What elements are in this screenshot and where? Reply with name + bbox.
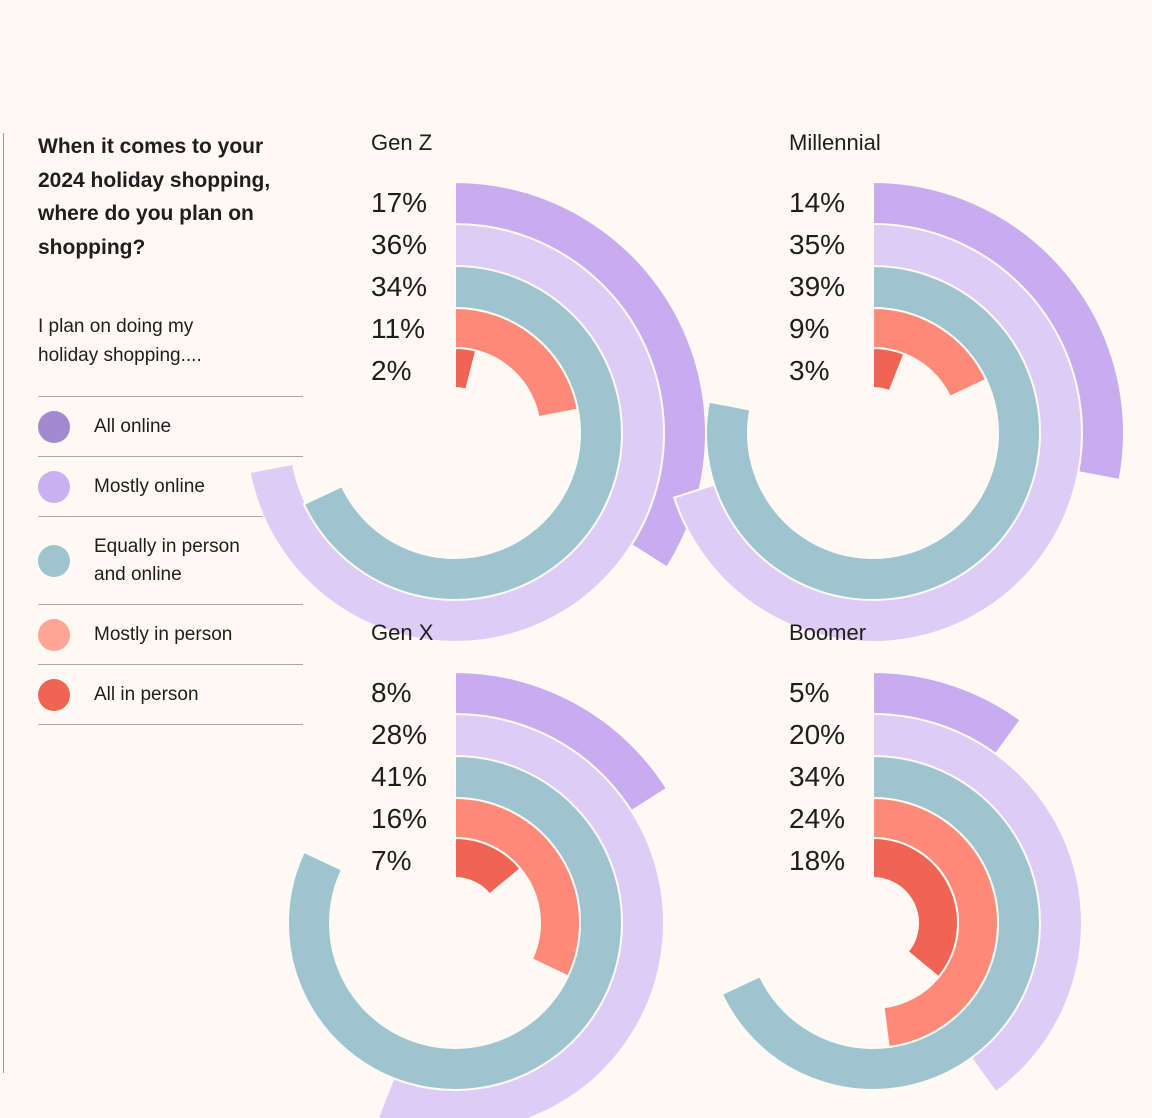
chart-title-millennial: Millennial	[789, 130, 881, 155]
question-heading: When it comes to your 2024 holiday shopp…	[38, 135, 271, 259]
data-label-millennial-1: 14%	[789, 187, 845, 218]
data-label-millennial-5: 3%	[789, 355, 829, 386]
legend-dot-icon	[38, 544, 70, 577]
legend-label: All online	[94, 415, 172, 437]
legend-item: All online	[38, 397, 303, 457]
bar-millennial-equally-in-person-and-online	[705, 264, 1041, 601]
legend-label: Mostly in person	[94, 623, 233, 645]
bar-gen-z-equally-in-person-and-online	[302, 264, 623, 601]
subtitle: I plan on doing my holiday shopping....	[38, 316, 202, 366]
legend-item: Equally in person and online	[38, 517, 303, 605]
data-label-gen-x-4: 16%	[371, 803, 427, 834]
data-label-millennial-2: 35%	[789, 229, 845, 260]
bar-gen-z-mostly-in-person	[454, 306, 579, 419]
chart-title-boomer: Boomer	[789, 620, 866, 645]
left-divider	[3, 133, 4, 1073]
legend-dot-icon	[38, 410, 70, 443]
data-label-millennial-4: 9%	[789, 313, 829, 344]
sidebar: When it comes to your 2024 holiday shopp…	[38, 130, 303, 725]
legend-label: Mostly online	[94, 475, 205, 497]
data-label-gen-x-2: 28%	[371, 719, 427, 750]
legend-item: All in person	[38, 665, 303, 725]
bar-gen-x-all-in-person	[454, 836, 522, 896]
legend-label: Equally in person and online	[94, 535, 240, 585]
data-label-gen-z-4: 11%	[371, 313, 425, 344]
legend: All online Mostly online Equally in pers…	[38, 396, 303, 725]
legend-item: Mostly in person	[38, 605, 303, 665]
chart-title-gen-x: Gen X	[371, 620, 434, 645]
bar-boomer-all-in-person	[872, 836, 959, 979]
chart-title-gen-z: Gen Z	[371, 130, 432, 155]
legend-dot-icon	[38, 470, 70, 503]
data-label-gen-x-5: 7%	[371, 845, 411, 876]
data-label-boomer-1: 5%	[789, 677, 829, 708]
bar-gen-z-all-in-person	[454, 346, 478, 391]
legend-dot-icon	[38, 678, 70, 711]
data-label-gen-x-1: 8%	[371, 677, 411, 708]
data-label-boomer-5: 18%	[789, 845, 845, 876]
data-label-gen-z-1: 17%	[371, 187, 427, 218]
data-label-gen-z-2: 36%	[371, 229, 427, 260]
data-label-gen-z-3: 34%	[371, 271, 427, 302]
legend-dot-icon	[38, 618, 70, 651]
data-label-boomer-2: 20%	[789, 719, 845, 750]
data-label-boomer-3: 34%	[789, 761, 845, 792]
data-label-boomer-4: 24%	[789, 803, 845, 834]
data-label-millennial-3: 39%	[789, 271, 845, 302]
legend-label: All in person	[94, 683, 199, 705]
bar-millennial-all-in-person	[872, 346, 906, 393]
legend-item: Mostly online	[38, 457, 303, 517]
data-label-gen-z-5: 2%	[371, 355, 411, 386]
data-label-gen-x-3: 41%	[371, 761, 427, 792]
